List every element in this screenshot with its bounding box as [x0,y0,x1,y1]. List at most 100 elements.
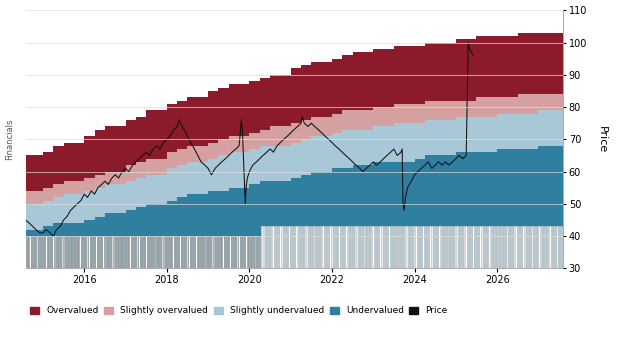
Bar [232,236,233,268]
Bar [220,236,221,268]
Bar [488,226,490,268]
Bar [518,226,519,268]
Bar [161,236,163,268]
Bar [116,236,117,268]
Bar [241,236,242,268]
Bar [402,226,403,268]
Bar [245,236,246,268]
Bar [152,236,154,268]
Bar [191,236,192,268]
Bar [88,236,90,268]
Bar [406,226,408,268]
Bar [379,226,381,268]
Bar [361,226,362,268]
Bar [431,226,433,268]
Bar [238,236,240,268]
Bar [538,226,540,268]
Bar [150,236,151,268]
Bar [545,226,547,268]
Bar [497,226,499,268]
Bar [340,226,342,268]
Bar [332,226,333,268]
Bar [236,236,237,268]
Bar [36,236,38,268]
Bar [556,226,557,268]
Bar [45,236,47,268]
Bar [109,236,110,268]
Bar [300,226,301,268]
Bar [120,236,122,268]
Bar [70,236,72,268]
Bar [349,226,351,268]
Bar [486,226,487,268]
Bar [82,236,83,268]
Bar [170,236,172,268]
Bar [147,236,149,268]
Bar [515,226,517,268]
Bar [540,226,542,268]
Bar [166,236,167,268]
Bar [32,236,33,268]
Bar [358,226,360,268]
Bar [436,226,437,268]
Bar [97,236,99,268]
Bar [364,226,365,268]
Bar [216,236,217,268]
Bar [223,236,224,268]
Bar [59,236,60,268]
Bar [111,236,113,268]
Bar [207,236,208,268]
Bar [456,226,458,268]
Bar [163,236,165,268]
Bar [502,226,503,268]
Bar [145,236,147,268]
Bar [291,226,292,268]
Bar [511,226,512,268]
Bar [295,226,296,268]
Bar [75,236,76,268]
Bar [506,226,508,268]
Bar [522,226,524,268]
Bar [27,236,29,268]
Bar [57,236,58,268]
Bar [372,226,374,268]
Bar [100,236,101,268]
Bar [333,226,335,268]
Bar [307,226,308,268]
Bar [513,226,515,268]
Bar [34,236,35,268]
Bar [50,236,51,268]
Bar [168,236,170,268]
Bar [175,236,176,268]
Bar [113,236,115,268]
Bar [138,236,140,268]
Bar [454,226,456,268]
Text: Financials: Financials [5,119,14,160]
Bar [352,226,353,268]
Bar [186,236,188,268]
Bar [91,236,92,268]
Bar [418,226,419,268]
Bar [368,226,369,268]
Bar [177,236,179,268]
Bar [318,226,319,268]
Bar [320,226,321,268]
Bar [409,226,410,268]
Bar [127,236,129,268]
Bar [277,226,278,268]
Bar [259,236,260,268]
Bar [377,226,378,268]
Bar [388,226,390,268]
Bar [329,226,331,268]
Bar [25,236,26,268]
Bar [270,226,271,268]
Bar [384,226,385,268]
Bar [179,236,180,268]
Bar [445,226,447,268]
Bar [107,236,108,268]
Bar [336,226,337,268]
Bar [552,226,553,268]
Bar [193,236,195,268]
Bar [452,226,453,268]
Bar [314,226,315,268]
